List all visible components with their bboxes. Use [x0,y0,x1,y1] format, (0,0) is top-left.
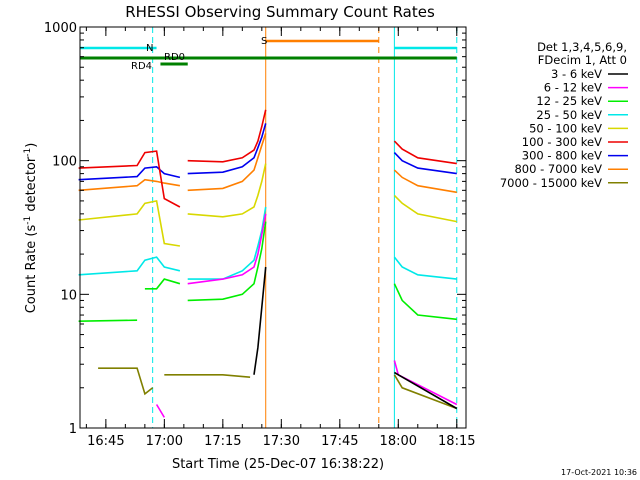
x-tick-label-0: 16:45 [87,434,124,449]
series-line-8-0 [98,367,154,396]
flag-label-n: N [146,43,153,54]
series-line-0-0 [253,266,267,375]
y-label-exp-2: -1 [23,148,33,157]
series-line-3-1 [187,206,267,280]
series-line-1-0 [155,404,165,418]
x-tick-label-4: 17:45 [321,434,358,449]
series-line-2-0 [78,319,138,322]
series-line-5-1 [187,109,267,163]
series-line-4-0 [78,199,181,247]
legend-label-0: 3 - 6 keV [551,67,602,81]
legend-header-2: FDecim 1, Att 0 [538,53,627,67]
legend: Det 1,3,4,5,6,9, FDecim 1, Att 0 3 - 6 k… [500,40,628,190]
y-tick-label-1: 10 [60,288,77,303]
series-line-6-2 [393,152,457,175]
series-line-1-2 [393,360,458,406]
series-line-4-1 [187,163,267,218]
legend-header-1: Det 1,3,4,5,6,9, [537,40,627,54]
legend-label-6: 300 - 800 keV [522,149,602,163]
series-line-7-1 [187,133,267,192]
y-tick-label-2: 100 [52,155,77,170]
series-line-2-3 [393,283,457,321]
axes: 1 10 100 1000 16:45 17:00 17:15 17:30 17:45 18:00… [44,21,476,449]
series-line-3-0 [78,256,181,276]
chart-title: RHESSI Observing Summary Count Rates [125,3,435,21]
series-line-7-2 [393,169,457,194]
legend-label-7: 800 - 7000 keV [514,162,602,176]
series-line-1-1 [187,213,267,285]
plot-area: N S RD0 RD4 [78,27,458,428]
series-line-5-2 [393,140,457,165]
series-line-4-2 [393,194,457,223]
series-line-5-0 [78,150,181,208]
flag-label-s: S [261,36,267,47]
legend-label-1: 6 - 12 keV [544,81,602,95]
y-tick-label-0: 1 [69,422,77,437]
plot-frame [79,26,467,429]
legend-label-8: 7000 - 15000 keV [500,176,602,190]
y-label-part-3: ) [24,143,39,148]
x-tick-label-6: 18:15 [438,434,475,449]
x-tick-label-1: 17:00 [146,434,183,449]
x-tick-label-5: 18:00 [380,434,417,449]
x-axis-label: Start Time (25-Dec-07 16:38:22) [172,457,384,472]
series-line-2-1 [144,278,181,290]
series-line-8-2 [393,374,458,410]
y-tick-label-3: 1000 [44,21,77,36]
legend-label-4: 50 - 100 keV [529,121,602,135]
series-line-2-2 [187,221,267,302]
flag-label-rd0: RD0 [164,52,185,63]
series-line-7-0 [78,178,181,192]
series-line-8-1 [164,373,251,378]
y-label-exp-1: -1 [23,216,33,225]
y-label-part-2: detector [24,156,39,216]
legend-label-2: 12 - 25 keV [536,94,602,108]
legend-label-5: 100 - 300 keV [522,135,602,149]
date-stamp: 17-Oct-2021 10:36 [561,468,637,477]
series-line-0-1 [393,371,458,410]
x-tick-label-2: 17:15 [204,434,241,449]
series-line-6-0 [78,165,181,181]
y-axis-label: Count Rate (s-1 detector-1) [23,143,39,314]
legend-label-3: 25 - 50 keV [536,108,602,122]
x-tick-label-3: 17:30 [263,434,300,449]
series-line-3-2 [393,256,457,280]
flag-label-rd4: RD4 [131,61,152,72]
y-label-part-1: Count Rate (s [24,225,39,314]
series-line-6-1 [187,123,267,175]
